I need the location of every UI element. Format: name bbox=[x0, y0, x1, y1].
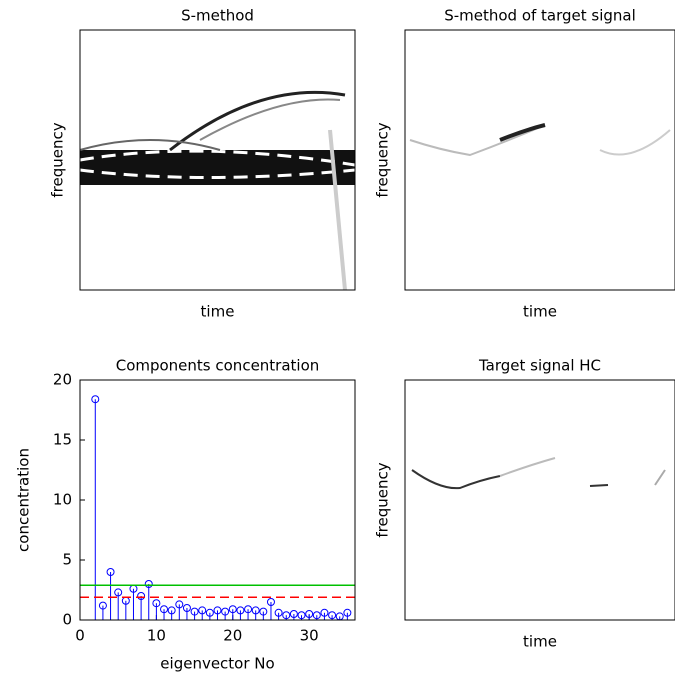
stem-marker bbox=[289, 610, 298, 618]
stem-marker bbox=[160, 605, 169, 614]
stem-marker bbox=[221, 607, 230, 616]
stem-marker bbox=[297, 611, 306, 620]
y-tick-label: 15 bbox=[53, 431, 72, 449]
image-content bbox=[79, 90, 671, 490]
x-tick-label: 20 bbox=[223, 627, 242, 645]
stem-marker bbox=[152, 599, 161, 608]
x-tick-label: 30 bbox=[300, 627, 319, 645]
stem-marker bbox=[182, 604, 191, 612]
stem-marker bbox=[175, 600, 184, 609]
x-tick-label: 10 bbox=[147, 627, 166, 645]
y-axis-label: frequency bbox=[374, 462, 392, 537]
axes-frame bbox=[404, 379, 675, 621]
y-axis-label: concentration bbox=[15, 448, 33, 552]
stem-marker bbox=[91, 395, 100, 404]
axes-frame bbox=[404, 29, 675, 291]
axes-frame bbox=[79, 379, 356, 621]
x-axis-label: time bbox=[201, 303, 235, 321]
chart-title: S-method of target signal bbox=[444, 7, 636, 25]
stem-marker bbox=[282, 611, 291, 620]
stem-marker bbox=[213, 606, 222, 615]
x-tick-label: 0 bbox=[75, 627, 85, 645]
stem-marker bbox=[137, 592, 146, 600]
stem-marker bbox=[305, 610, 314, 618]
stem-marker bbox=[114, 588, 123, 597]
x-axis-label: time bbox=[523, 633, 557, 651]
stem-marker bbox=[236, 606, 245, 615]
stem-marker bbox=[144, 580, 153, 588]
stem-marker bbox=[198, 606, 207, 615]
x-axis-label: eigenvector No bbox=[160, 655, 274, 673]
stem-marker bbox=[98, 601, 107, 610]
stem-marker bbox=[167, 606, 176, 615]
stem-marker bbox=[259, 607, 268, 616]
stem-marker bbox=[244, 605, 253, 614]
stem-marker bbox=[228, 605, 237, 614]
stem-marker bbox=[106, 568, 115, 576]
chart-title: S-method bbox=[181, 7, 254, 25]
stem-marker bbox=[328, 611, 337, 620]
y-axis-label: frequency bbox=[49, 122, 67, 197]
stem-marker bbox=[312, 611, 321, 620]
stem-marker bbox=[320, 608, 329, 617]
stem-marker bbox=[190, 607, 199, 616]
x-axis-label: time bbox=[523, 303, 557, 321]
stem-marker bbox=[266, 598, 275, 606]
stem-marker bbox=[251, 606, 260, 615]
chart-title: Target signal HC bbox=[478, 357, 601, 375]
stem-marker bbox=[274, 608, 283, 617]
y-tick-label: 20 bbox=[53, 371, 72, 389]
stem-marker bbox=[205, 608, 214, 617]
stem-marker bbox=[343, 608, 352, 617]
y-tick-label: 0 bbox=[62, 611, 72, 629]
axes-frame bbox=[79, 29, 356, 291]
chart-title: Components concentration bbox=[116, 357, 320, 375]
y-tick-label: 10 bbox=[53, 491, 72, 509]
y-tick-label: 5 bbox=[62, 551, 72, 569]
y-axis-label: frequency bbox=[374, 122, 392, 197]
